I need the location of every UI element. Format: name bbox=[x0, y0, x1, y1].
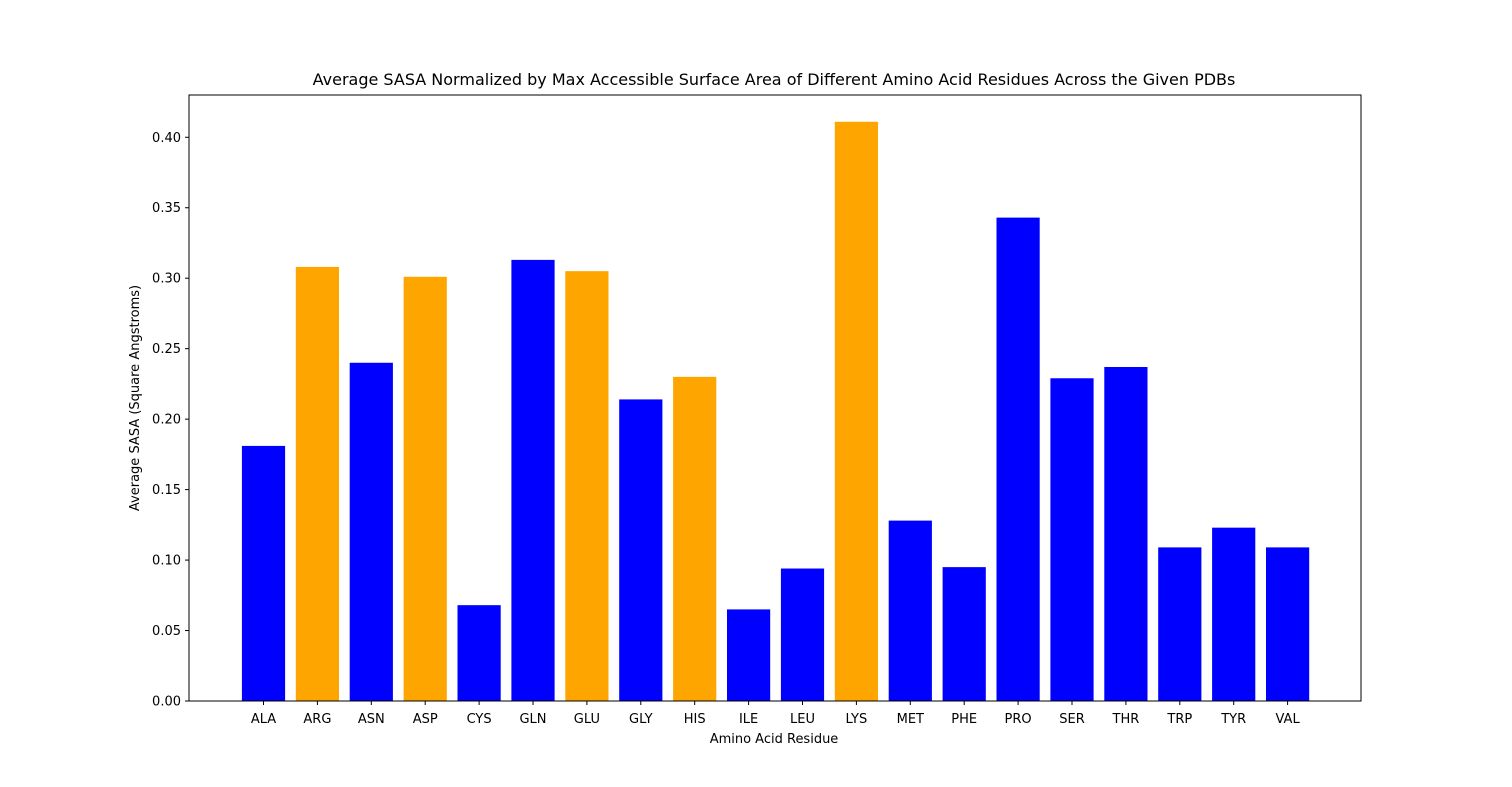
bar-ala bbox=[241, 445, 286, 701]
bar-thr bbox=[1104, 367, 1148, 701]
bar-asp bbox=[403, 276, 447, 701]
bar-his bbox=[673, 376, 717, 701]
y-axis-title: Average SASA (Square Angstroms) bbox=[128, 285, 143, 511]
bar-phe bbox=[942, 567, 986, 701]
x-tick-label: ARG bbox=[303, 712, 331, 727]
bar-asn bbox=[349, 362, 393, 701]
bar-trp bbox=[1158, 547, 1202, 701]
x-tick-label: TYR bbox=[1220, 712, 1246, 727]
y-tick-label: 0.25 bbox=[152, 342, 181, 357]
y-tick-label: 0.15 bbox=[152, 483, 181, 498]
x-axis: ALA ARG ASN ASP CYS GLN GLU GLY HIS ILE LEU LYS MET P… bbox=[251, 701, 1300, 727]
x-tick-label: MET bbox=[897, 712, 924, 727]
x-tick-label: ASP bbox=[413, 712, 438, 727]
bar-leu bbox=[780, 568, 825, 701]
y-tick-label: 0.00 bbox=[152, 695, 181, 710]
chart-title: Average SASA Normalized by Max Accessibl… bbox=[313, 70, 1236, 89]
y-tick-label: 0.30 bbox=[152, 272, 181, 287]
bars-layer bbox=[241, 121, 1310, 702]
bar-gln bbox=[511, 259, 555, 701]
x-tick-label: TRP bbox=[1166, 712, 1192, 727]
x-tick-label: LEU bbox=[790, 712, 815, 727]
bar-ser bbox=[1050, 378, 1094, 701]
x-axis-title: Amino Acid Residue bbox=[710, 732, 839, 747]
x-tick-label: HIS bbox=[684, 712, 706, 727]
bar-cys bbox=[457, 605, 501, 701]
bar-glu bbox=[565, 271, 609, 701]
y-tick-label: 0.35 bbox=[152, 201, 181, 216]
x-tick-label: ILE bbox=[739, 712, 758, 727]
plot-frame bbox=[188, 94, 1362, 702]
y-tick-label: 0.05 bbox=[152, 624, 181, 639]
x-tick-label: GLU bbox=[574, 712, 600, 727]
x-tick-label: GLN bbox=[519, 712, 546, 727]
x-tick-label: ASN bbox=[358, 712, 385, 727]
y-axis: 0.00 0.05 0.10 0.15 0.20 0.25 0.30 0.35 0.40 bbox=[152, 131, 189, 710]
x-tick-label: CYS bbox=[467, 712, 492, 727]
bar-ile bbox=[727, 609, 771, 701]
bar-tyr bbox=[1212, 527, 1256, 701]
bar-pro bbox=[996, 217, 1040, 702]
bar-met bbox=[888, 520, 932, 701]
y-tick-label: 0.20 bbox=[152, 413, 181, 428]
x-tick-label: LYS bbox=[846, 712, 868, 727]
y-tick-label: 0.40 bbox=[152, 131, 181, 146]
y-tick-label: 0.10 bbox=[152, 554, 181, 569]
x-tick-label: ALA bbox=[251, 712, 276, 727]
x-tick-label: THR bbox=[1112, 712, 1140, 727]
x-tick-label: SER bbox=[1059, 712, 1085, 727]
bar-arg bbox=[295, 266, 339, 701]
bar-lys bbox=[834, 121, 878, 701]
x-tick-label: GLY bbox=[629, 712, 653, 727]
x-tick-label: PHE bbox=[951, 712, 977, 727]
bar-val bbox=[1266, 547, 1310, 701]
x-tick-label: VAL bbox=[1275, 712, 1300, 727]
x-tick-label: PRO bbox=[1005, 712, 1032, 727]
bar-gly bbox=[619, 399, 663, 701]
